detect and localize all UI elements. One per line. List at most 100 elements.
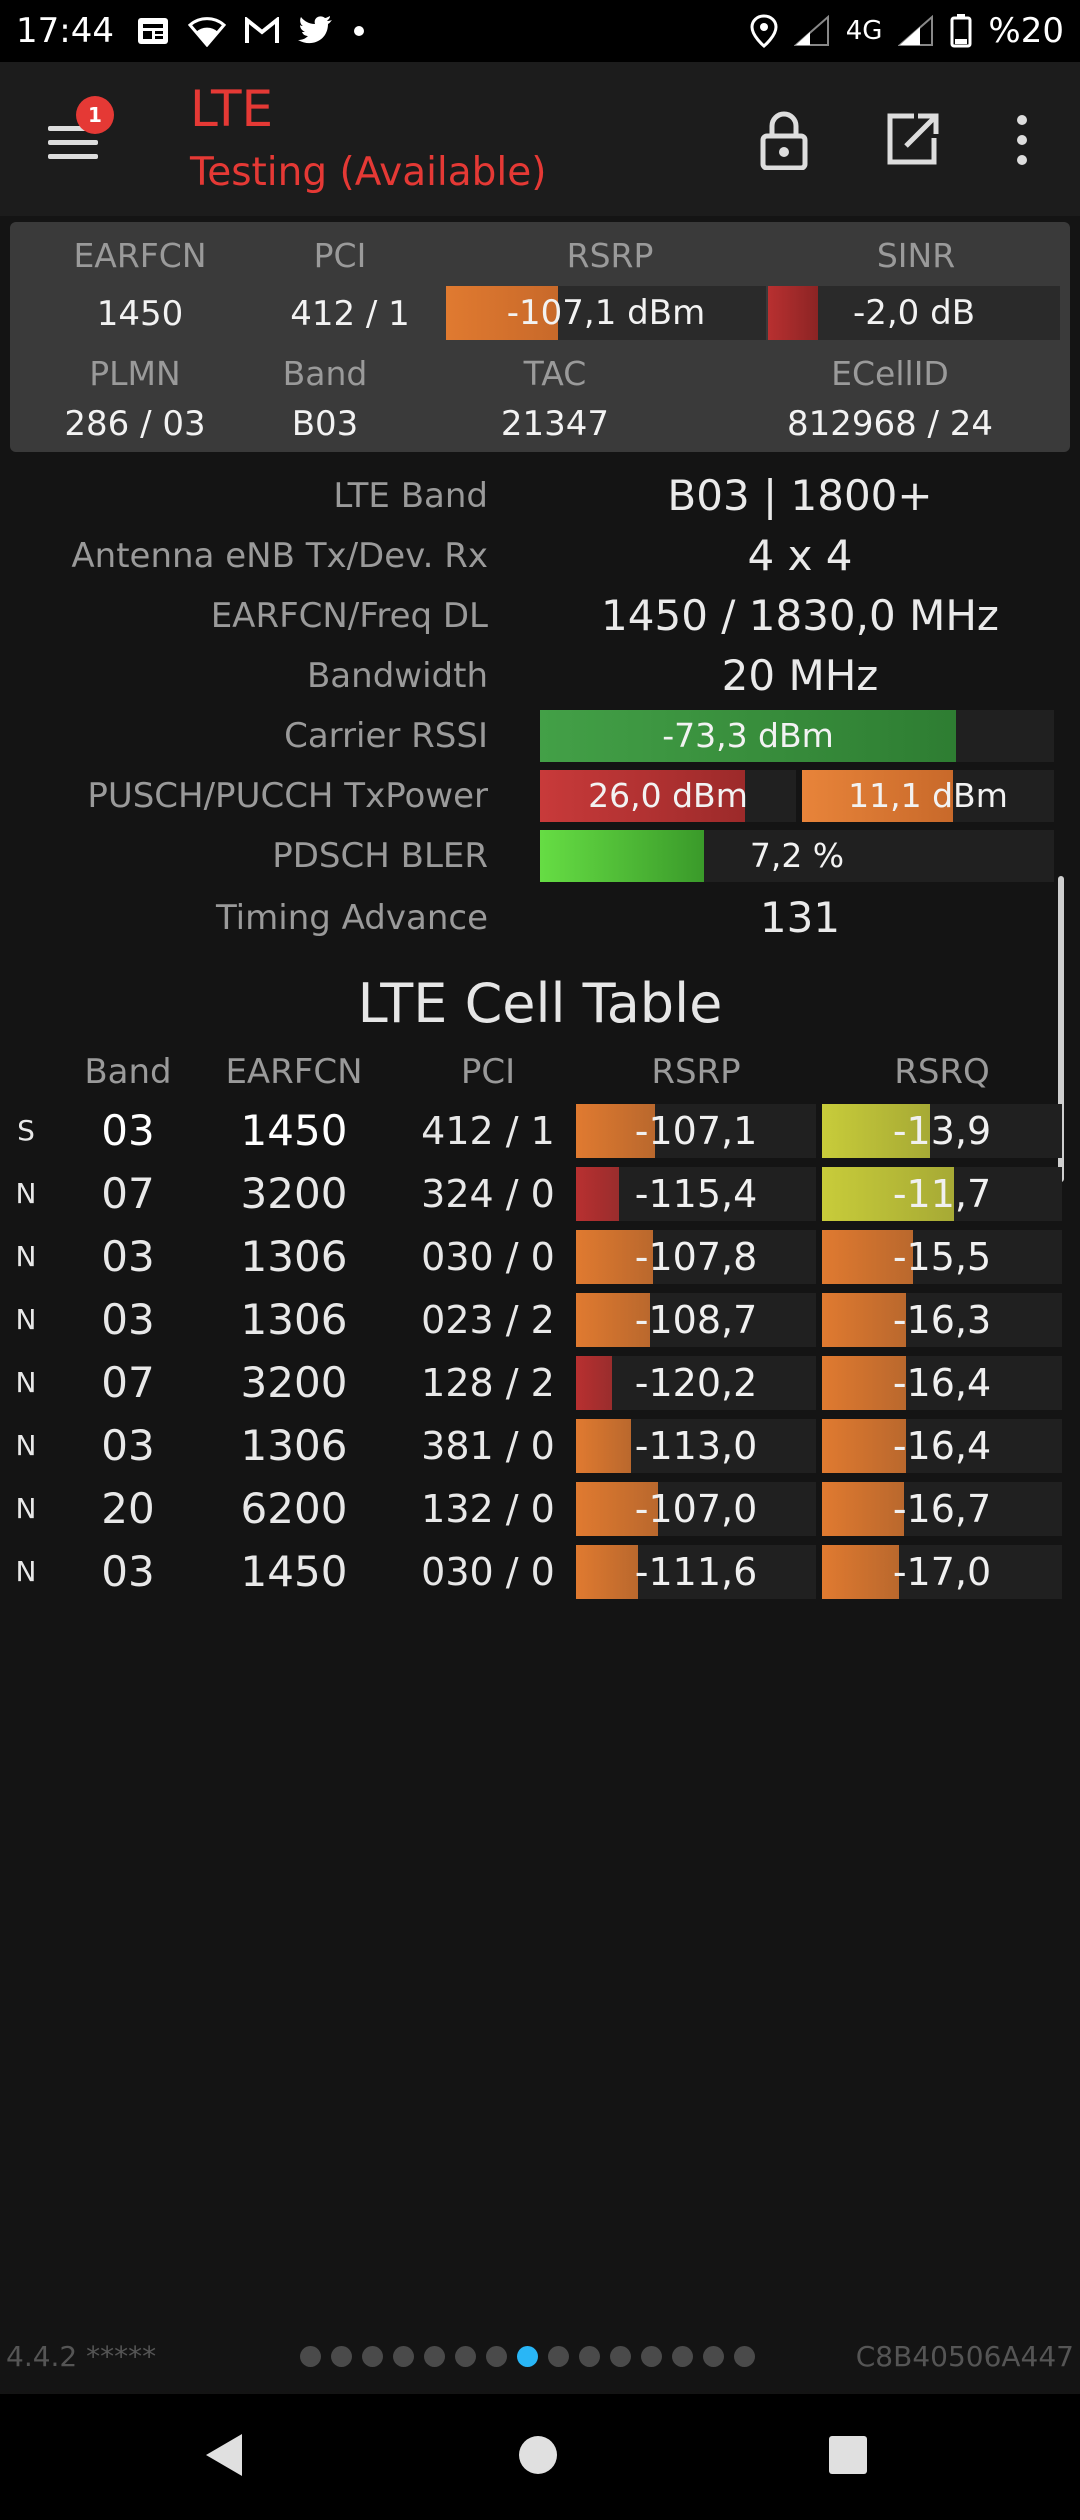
- cell-rsrp-bar-fill: [576, 1419, 632, 1473]
- cell-pci: 128 / 2: [421, 1361, 555, 1405]
- page-dot[interactable]: [579, 2346, 600, 2367]
- cell-band: 03: [101, 1547, 155, 1596]
- cell-type: N: [15, 1177, 37, 1210]
- table-row: N 07 3200 324 / 0 -115,4 -11,7: [0, 1163, 1080, 1225]
- cell-rsrq-bar: -15,5: [822, 1230, 1062, 1284]
- cell-band: 03: [101, 1232, 155, 1281]
- more-options-button[interactable]: [982, 102, 1062, 182]
- lock-button[interactable]: [744, 102, 824, 182]
- page-dot[interactable]: [672, 2346, 693, 2367]
- page-dot[interactable]: [641, 2346, 662, 2367]
- timing-advance-label: Timing Advance: [215, 898, 488, 938]
- cell-pci: 324 / 0: [421, 1172, 555, 1216]
- cell-rsrp-bar: -111,6: [576, 1545, 816, 1599]
- cell-rsrp-bar: -115,4: [576, 1167, 816, 1221]
- page-dot[interactable]: [424, 2346, 445, 2367]
- carrier-rssi-value: -73,3 dBm: [662, 716, 834, 755]
- carrier-rssi-row: Carrier RSSI -73,3 dBm: [0, 706, 1080, 766]
- plmn-value: 286 / 03: [64, 404, 206, 444]
- tac-value: 21347: [500, 404, 610, 444]
- open-external-button[interactable]: [872, 102, 952, 182]
- twitter-icon: [297, 16, 334, 46]
- page-dot[interactable]: [393, 2346, 414, 2367]
- battery-icon: [950, 14, 972, 48]
- table-row: N 03 1306 030 / 0 -107,8 -15,5: [0, 1226, 1080, 1288]
- txpower-row: PUSCH/PUCCH TxPower 26,0 dBm 11,1 dBm: [0, 766, 1080, 826]
- cell-band: 03: [101, 1421, 155, 1470]
- app-title: LTE: [190, 80, 274, 138]
- home-button[interactable]: [498, 2422, 578, 2492]
- recents-icon: [827, 2434, 869, 2480]
- band-label: Band: [282, 354, 368, 393]
- notification-badge: 1: [76, 96, 114, 134]
- network-type: 4G: [845, 16, 883, 46]
- cell-rsrq: -17,0: [892, 1550, 992, 1594]
- signal-icon: [898, 15, 934, 47]
- sinr-bar-fill: [768, 286, 818, 340]
- cell-rsrq: -16,4: [892, 1361, 992, 1405]
- app-version: 4.4.2 *****: [6, 2340, 157, 2373]
- page-dot[interactable]: [362, 2346, 383, 2367]
- recents-button[interactable]: [808, 2422, 888, 2492]
- earfcn-header: EARFCN: [225, 1052, 363, 1092]
- table-row: N 03 1306 023 / 2 -108,7 -16,3: [0, 1289, 1080, 1351]
- cell-earfcn: 6200: [240, 1484, 348, 1533]
- cell-rsrp-bar-fill: [576, 1356, 612, 1410]
- cell-rsrp: -120,2: [634, 1361, 758, 1405]
- table-row: N 20 6200 132 / 0 -107,0 -16,7: [0, 1478, 1080, 1540]
- carrier-rssi-bar: -73,3 dBm: [540, 710, 1054, 762]
- antenna-row: Antenna eNB Tx/Dev. Rx 4 x 4: [0, 526, 1080, 586]
- cell-type: N: [15, 1240, 37, 1273]
- lte-band-row: LTE Band B03 | 1800+: [0, 466, 1080, 526]
- page-dot[interactable]: [455, 2346, 476, 2367]
- pucch-txpower-bar: 11,1 dBm: [802, 770, 1054, 822]
- cell-rsrp: -108,7: [634, 1298, 758, 1342]
- page-dot[interactable]: [703, 2346, 724, 2367]
- cell-pci: 412 / 1: [421, 1109, 555, 1153]
- page-dot[interactable]: [300, 2346, 321, 2367]
- cell-type: N: [15, 1303, 37, 1336]
- navigation-bar: [0, 2394, 1080, 2520]
- carrier-rssi-bar-fill: [540, 710, 956, 762]
- cell-earfcn: 1306: [240, 1232, 348, 1281]
- lte-band-value: B03 | 1800+: [667, 471, 933, 520]
- back-button[interactable]: [184, 2422, 264, 2492]
- cell-rsrq: -13,9: [892, 1109, 992, 1153]
- cell-rsrq: -16,7: [892, 1487, 992, 1531]
- cell-earfcn: 3200: [240, 1358, 348, 1407]
- cell-rsrq-bar-fill: [822, 1167, 954, 1221]
- bler-bar: 7,2 %: [540, 830, 1054, 882]
- page-dot[interactable]: [486, 2346, 507, 2367]
- ecellid-label: ECellID: [831, 354, 949, 393]
- bler-value: 7,2 %: [749, 836, 845, 875]
- cell-rsrp-bar-fill: [576, 1545, 639, 1599]
- page-indicator[interactable]: [300, 2346, 755, 2370]
- cell-rsrq: -15,5: [892, 1235, 992, 1279]
- cell-rsrp-bar-fill: [576, 1104, 656, 1158]
- cell-earfcn: 1450: [240, 1547, 348, 1596]
- cell-rsrq-bar-fill: [822, 1356, 906, 1410]
- page-dot[interactable]: [331, 2346, 352, 2367]
- cell-rsrq-bar: -13,9: [822, 1104, 1062, 1158]
- scrollbar[interactable]: [1058, 876, 1064, 1182]
- page-dot[interactable]: [517, 2346, 538, 2367]
- cell-rsrp: -115,4: [634, 1172, 758, 1216]
- earfcn-freq-value: 1450 / 1830,0 MHz: [601, 591, 999, 640]
- cell-rsrq-bar-fill: [822, 1482, 904, 1536]
- band-header: Band: [84, 1052, 172, 1092]
- lock-icon: [758, 110, 810, 174]
- menu-button[interactable]: [40, 110, 110, 170]
- page-dot[interactable]: [610, 2346, 631, 2367]
- cell-rsrq: -16,4: [892, 1424, 992, 1468]
- back-icon: [202, 2432, 246, 2482]
- cell-rsrq-bar-fill: [822, 1230, 914, 1284]
- antenna-value: 4 x 4: [747, 531, 853, 580]
- antenna-label: Antenna eNB Tx/Dev. Rx: [71, 536, 488, 576]
- page-dot[interactable]: [734, 2346, 755, 2367]
- cell-type: N: [15, 1429, 37, 1462]
- home-icon: [516, 2433, 560, 2481]
- rsrp-label: RSRP: [566, 236, 654, 275]
- cell-earfcn: 1450: [240, 1106, 348, 1155]
- page-dot[interactable]: [548, 2346, 569, 2367]
- cell-type: N: [15, 1555, 37, 1588]
